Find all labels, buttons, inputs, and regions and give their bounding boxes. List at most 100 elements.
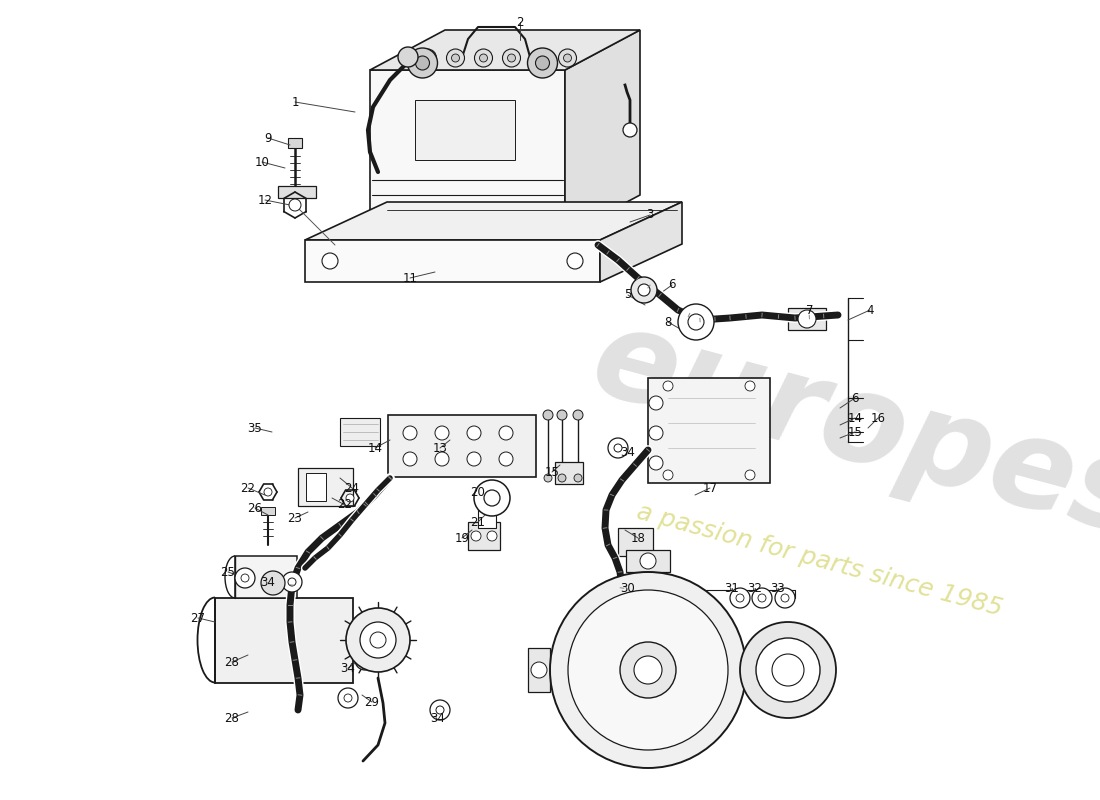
Circle shape bbox=[322, 253, 338, 269]
Circle shape bbox=[772, 654, 804, 686]
Text: 8: 8 bbox=[664, 315, 672, 329]
Circle shape bbox=[798, 310, 816, 328]
Circle shape bbox=[416, 56, 429, 70]
Circle shape bbox=[361, 656, 368, 664]
Text: 3: 3 bbox=[647, 209, 653, 222]
Text: 34: 34 bbox=[430, 711, 446, 725]
Circle shape bbox=[745, 470, 755, 480]
Circle shape bbox=[678, 304, 714, 340]
Circle shape bbox=[261, 571, 285, 595]
Text: 11: 11 bbox=[403, 271, 418, 285]
Text: 6: 6 bbox=[669, 278, 675, 291]
Text: 14: 14 bbox=[847, 411, 862, 425]
Circle shape bbox=[649, 396, 663, 410]
Circle shape bbox=[663, 470, 673, 480]
Circle shape bbox=[557, 410, 566, 420]
Circle shape bbox=[474, 480, 510, 516]
Bar bbox=[278, 186, 316, 198]
Circle shape bbox=[289, 199, 301, 211]
Circle shape bbox=[536, 56, 550, 70]
Text: 20: 20 bbox=[471, 486, 485, 498]
Circle shape bbox=[752, 588, 772, 608]
Circle shape bbox=[740, 622, 836, 718]
Circle shape bbox=[264, 488, 272, 496]
Circle shape bbox=[499, 426, 513, 440]
Polygon shape bbox=[370, 70, 565, 235]
Circle shape bbox=[468, 426, 481, 440]
Text: 30: 30 bbox=[620, 582, 636, 594]
Text: 15: 15 bbox=[544, 466, 560, 478]
Circle shape bbox=[447, 49, 464, 67]
Text: 2: 2 bbox=[516, 15, 524, 29]
Bar bbox=[298, 468, 353, 506]
Circle shape bbox=[558, 474, 566, 482]
Circle shape bbox=[649, 456, 663, 470]
Text: 17: 17 bbox=[703, 482, 717, 494]
Circle shape bbox=[471, 531, 481, 541]
Text: 27: 27 bbox=[190, 611, 206, 625]
Bar bbox=[618, 528, 653, 556]
Circle shape bbox=[730, 588, 750, 608]
Polygon shape bbox=[370, 30, 640, 70]
Text: 29: 29 bbox=[364, 695, 380, 709]
Circle shape bbox=[398, 47, 418, 67]
Bar bbox=[788, 308, 826, 330]
Circle shape bbox=[574, 474, 582, 482]
Text: 31: 31 bbox=[725, 582, 739, 594]
Polygon shape bbox=[305, 240, 600, 282]
Circle shape bbox=[235, 568, 255, 588]
Text: 34: 34 bbox=[341, 662, 355, 674]
Text: 7: 7 bbox=[806, 303, 814, 317]
Text: 9: 9 bbox=[264, 131, 272, 145]
Circle shape bbox=[566, 253, 583, 269]
Circle shape bbox=[346, 494, 354, 502]
Circle shape bbox=[528, 48, 558, 78]
Text: 34: 34 bbox=[261, 575, 275, 589]
Circle shape bbox=[543, 410, 553, 420]
Circle shape bbox=[338, 688, 358, 708]
Text: 14: 14 bbox=[367, 442, 383, 454]
Circle shape bbox=[568, 590, 728, 750]
Text: 18: 18 bbox=[630, 531, 646, 545]
Text: 23: 23 bbox=[287, 511, 303, 525]
Circle shape bbox=[487, 531, 497, 541]
Circle shape bbox=[640, 553, 656, 569]
Text: 24: 24 bbox=[344, 482, 360, 494]
Circle shape bbox=[288, 578, 296, 586]
Circle shape bbox=[499, 452, 513, 466]
Circle shape bbox=[663, 381, 673, 391]
Text: 10: 10 bbox=[254, 155, 270, 169]
Text: 19: 19 bbox=[454, 531, 470, 545]
Circle shape bbox=[360, 622, 396, 658]
Text: 6: 6 bbox=[851, 391, 859, 405]
Text: 21: 21 bbox=[471, 515, 485, 529]
Circle shape bbox=[430, 700, 450, 720]
Circle shape bbox=[736, 594, 744, 602]
Text: 28: 28 bbox=[224, 655, 240, 669]
Circle shape bbox=[407, 48, 438, 78]
Bar bbox=[388, 415, 536, 477]
Text: 22: 22 bbox=[241, 482, 255, 494]
Circle shape bbox=[781, 594, 789, 602]
Circle shape bbox=[480, 54, 487, 62]
Circle shape bbox=[531, 662, 547, 678]
Circle shape bbox=[434, 452, 449, 466]
Bar bbox=[648, 378, 770, 483]
Polygon shape bbox=[305, 202, 682, 240]
Text: 1: 1 bbox=[292, 95, 299, 109]
Circle shape bbox=[573, 410, 583, 420]
Text: 35: 35 bbox=[248, 422, 263, 434]
Circle shape bbox=[608, 438, 628, 458]
Circle shape bbox=[758, 594, 766, 602]
Bar bbox=[468, 522, 500, 550]
Text: europes: europes bbox=[579, 298, 1100, 562]
Text: 15: 15 bbox=[848, 426, 862, 438]
Bar bbox=[626, 550, 670, 572]
Bar bbox=[288, 138, 302, 148]
Bar bbox=[415, 100, 515, 160]
Polygon shape bbox=[600, 202, 682, 282]
Circle shape bbox=[346, 608, 410, 672]
Circle shape bbox=[638, 284, 650, 296]
Circle shape bbox=[468, 452, 481, 466]
Bar bbox=[556, 462, 583, 484]
